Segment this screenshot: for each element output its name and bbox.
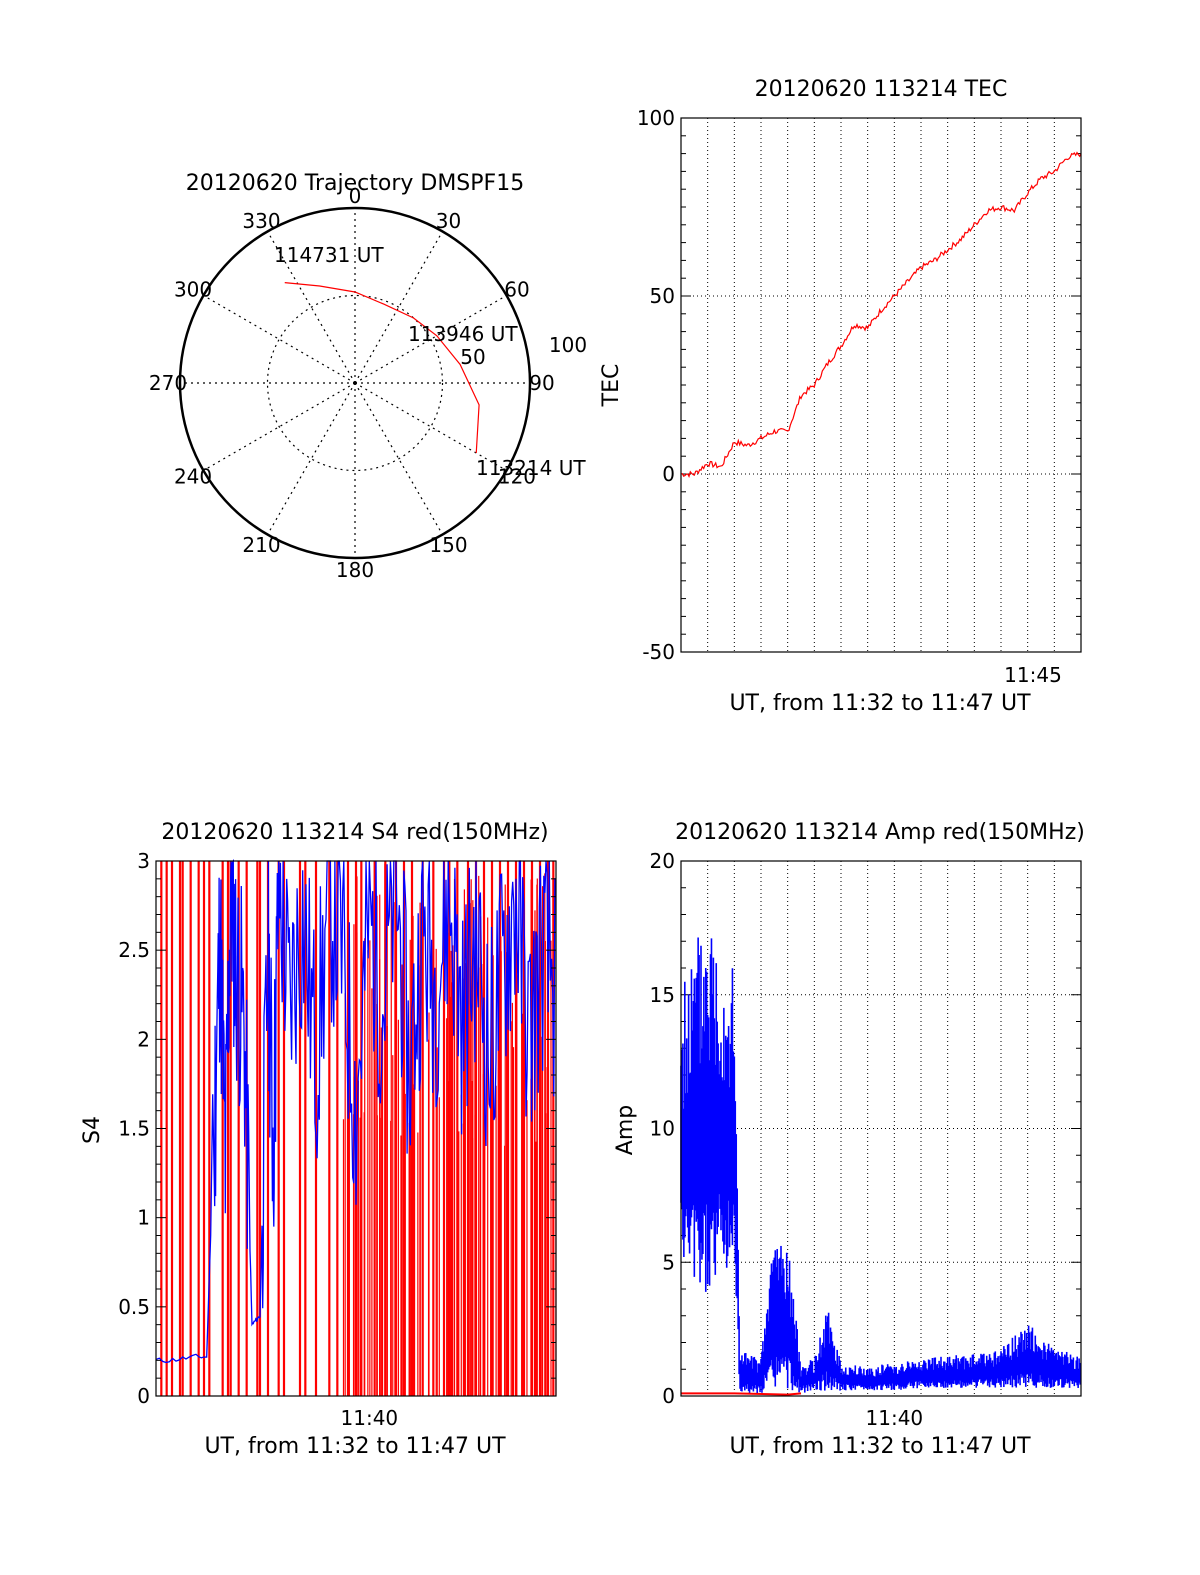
s4-ytick-label: 0	[137, 1384, 150, 1408]
amp-ytick-label: 5	[662, 1250, 675, 1274]
s4-tick-labels: 3 2.5 2 1.5 1 0.5 0 11:40	[118, 849, 556, 1430]
polar-angle-label: 60	[504, 278, 529, 302]
polar-spoke	[354, 382, 507, 472]
amp-ytick-label: 10	[650, 1117, 675, 1141]
polar-angle-label: 300	[174, 278, 212, 302]
s4-ytick-label: 0.5	[118, 1295, 150, 1319]
polar-angle-labels: 0 30 60 90 120 150 180 210 240 270 300 330	[149, 184, 555, 582]
amp-ylabel: Amp	[613, 1105, 638, 1155]
polar-annotation-113214: 113214 UT	[476, 456, 586, 480]
s4-panel: 20120620 113214 S4 red(150MHz) S4 UT, fr…	[80, 820, 557, 1459]
polar-spoke	[354, 382, 444, 535]
polar-inner-circle	[266, 294, 444, 472]
polar-angle-label: 0	[349, 184, 362, 208]
polar-spoke	[266, 382, 356, 535]
amp-ytick-label: 0	[662, 1384, 675, 1408]
polar-angle-label: 330	[242, 209, 280, 233]
s4-plot-frame	[155, 860, 557, 1397]
amp-tick-labels: 20 15 10 5 0 11:40	[650, 849, 924, 1430]
s4-ytick-label: 2.5	[118, 938, 150, 962]
polar-trajectory	[284, 282, 480, 454]
s4-ytick-label: 3	[137, 849, 150, 873]
polar-angle-label: 90	[529, 371, 554, 395]
polar-angle-label: 150	[429, 533, 467, 557]
amp-xlabel: UT, from 11:32 to 11:47 UT	[729, 1434, 1031, 1459]
tec-ytick-label: 50	[650, 284, 675, 308]
tec-ytick-label: 100	[637, 106, 675, 130]
s4-xlabel: UT, from 11:32 to 11:47 UT	[204, 1434, 506, 1459]
tec-panel: 20120620 113214 TEC TEC UT, from 11:32 t…	[599, 77, 1082, 716]
polar-radius-label-100: 100	[549, 333, 587, 357]
tec-line	[680, 151, 1082, 478]
s4-blue-line	[155, 858, 556, 1364]
amp-title: 20120620 113214 Amp red(150MHz)	[675, 820, 1085, 845]
polar-angle-label: 120	[498, 465, 536, 489]
polar-angle-label: 180	[336, 558, 374, 582]
amp-grid	[681, 860, 1081, 1397]
amp-plot-frame	[680, 860, 1082, 1397]
tec-title: 20120620 113214 TEC	[755, 77, 1008, 102]
s4-ytick-label: 1.5	[118, 1117, 150, 1141]
tec-ylabel: TEC	[599, 364, 624, 408]
amp-ytick-label: 20	[650, 849, 675, 873]
polar-panel: 20120620 Trajectory DMSPF15 0 30 60 90 120 15…	[149, 171, 587, 582]
s4-ytick-label: 1	[137, 1206, 150, 1230]
polar-grid	[178, 206, 532, 560]
polar-title: 20120620 Trajectory DMSPF15	[186, 171, 524, 196]
polar-spoke	[266, 231, 356, 384]
polar-annotation-114731: 114731 UT	[274, 243, 384, 267]
tec-grid	[681, 117, 1081, 653]
polar-spoke	[354, 231, 444, 384]
polar-spoke	[203, 294, 356, 384]
tec-ytick-label: -50	[642, 640, 675, 664]
tec-series	[680, 151, 1082, 478]
polar-trajectory-line	[284, 282, 480, 454]
amp-series	[680, 937, 1081, 1396]
polar-annotation-113946: 113946 UT	[408, 322, 518, 346]
polar-angle-label: 30	[436, 209, 461, 233]
s4-ytick-label: 2	[137, 1027, 150, 1051]
tec-tick-labels: 100 50 0 -50 11:45	[637, 106, 1062, 687]
polar-radius-label-50: 50	[460, 345, 485, 369]
tec-xtick-label: 11:45	[1004, 663, 1062, 687]
amp-ytick-label: 15	[650, 983, 675, 1007]
amp-xtick-label: 11:40	[866, 1406, 924, 1430]
amp-panel: 20120620 113214 Amp red(150MHz) Amp UT, …	[613, 820, 1085, 1459]
amp-red-line	[681, 1392, 802, 1396]
polar-spoke	[354, 294, 507, 384]
tec-plot-frame	[680, 117, 1082, 653]
polar-angle-label: 210	[242, 533, 280, 557]
tec-ytick-label: 0	[662, 462, 675, 486]
s4-series	[155, 858, 557, 1396]
tec-xlabel: UT, from 11:32 to 11:47 UT	[729, 691, 1031, 716]
polar-spoke	[203, 382, 356, 472]
s4-xtick-label: 11:40	[341, 1406, 399, 1430]
polar-angle-label: 240	[174, 465, 212, 489]
polar-angle-label: 270	[149, 371, 187, 395]
s4-ylabel: S4	[80, 1116, 105, 1144]
s4-title: 20120620 113214 S4 red(150MHz)	[161, 820, 548, 845]
